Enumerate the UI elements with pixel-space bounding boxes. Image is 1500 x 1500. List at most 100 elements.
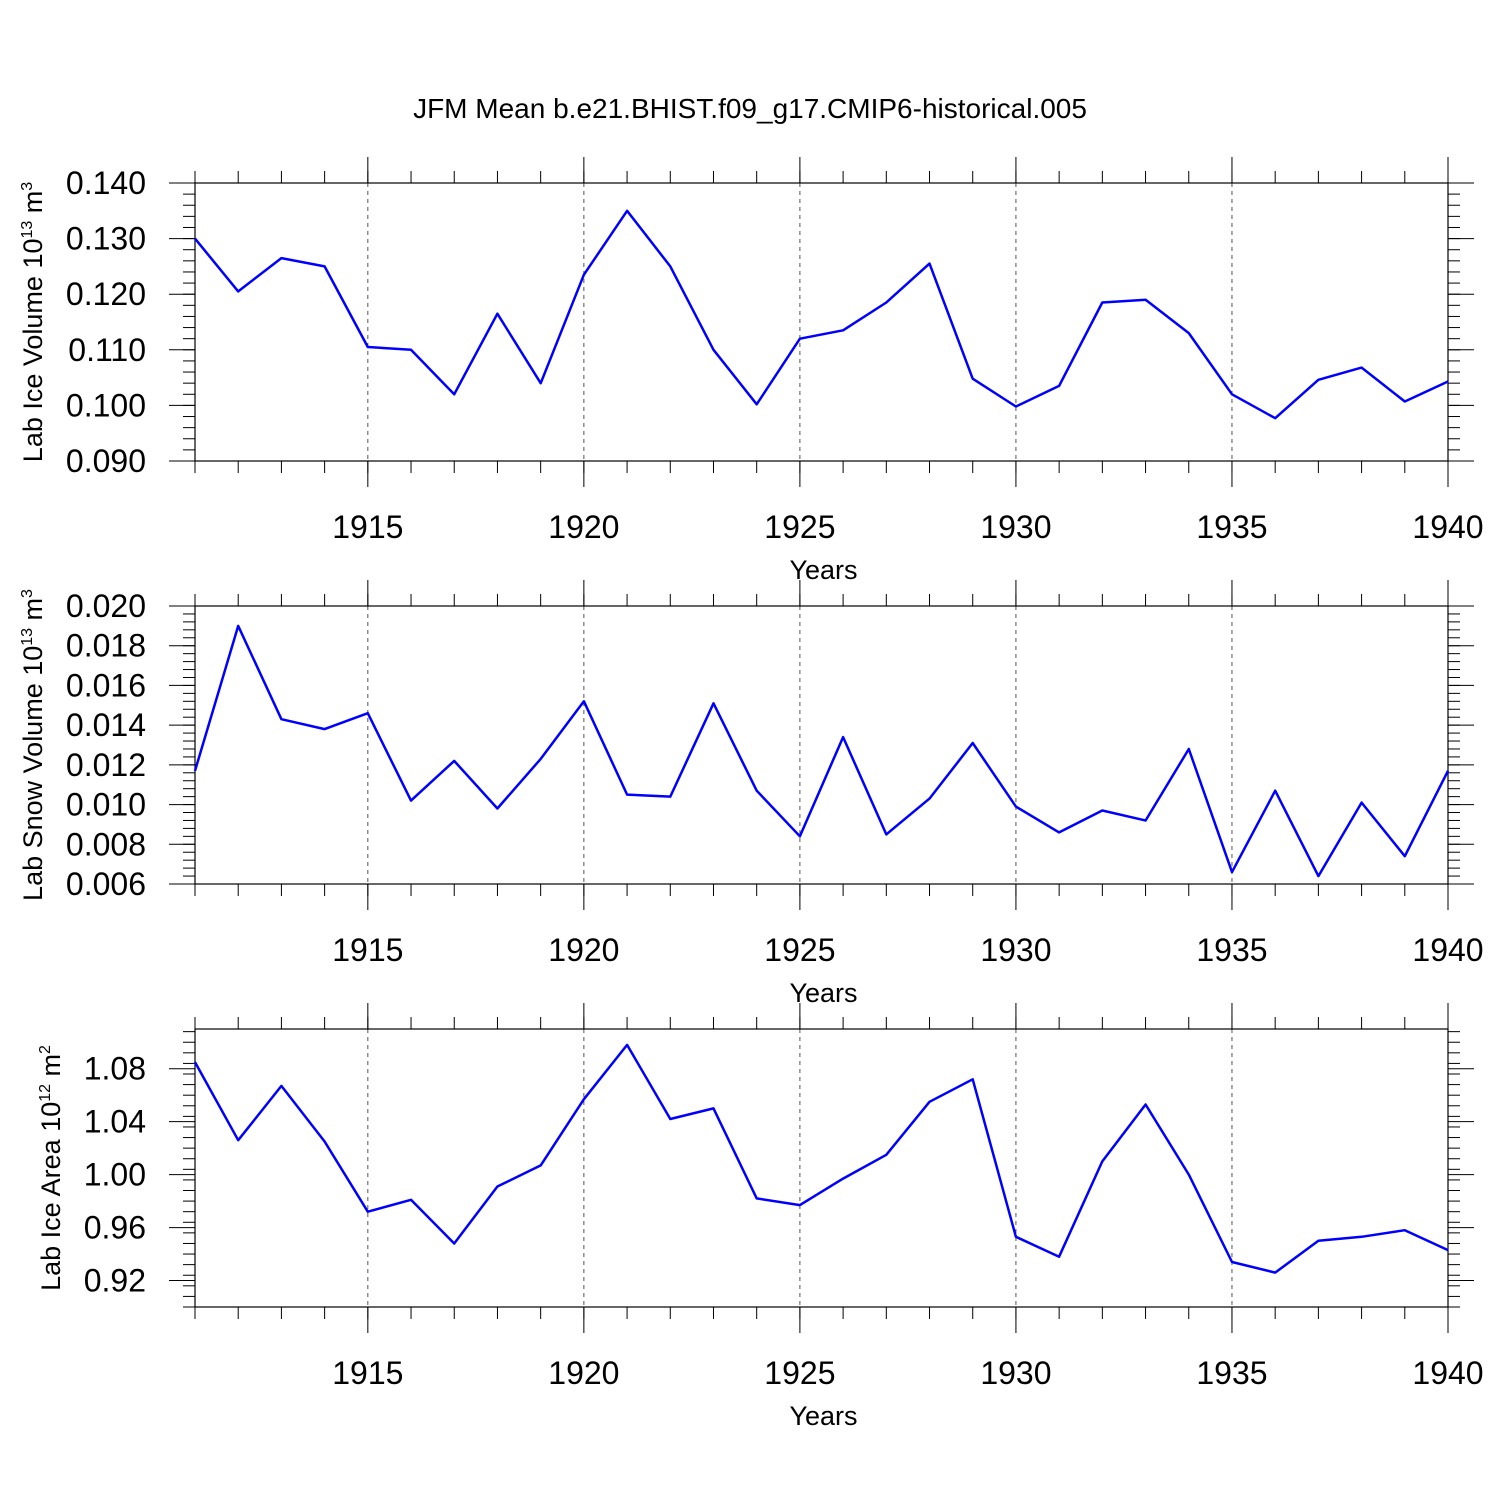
data-point [1317,379,1319,381]
data-point [755,1197,757,1199]
data-point [626,1044,628,1046]
y-tick-label: 1.04 [84,1104,146,1140]
data-point [539,382,541,384]
data-point [842,329,844,331]
page-title: JFM Mean b.e21.BHIST.f09_g17.CMIP6-histo… [413,93,1087,124]
data-point [885,1154,887,1156]
y-axis-label-text: m [18,191,48,221]
x-tick-label: 1935 [1196,1355,1267,1391]
chart-panel-1: 1915 1920 1925 1930 1935 1940 Years 0.090 0.100 0… [18,157,1484,585]
chart-panel-2: 1915 1920 1925 1930 1935 1940Years0.0060.0080… [18,580,1484,1008]
y-tick-label: 0.96 [84,1210,146,1246]
data-point [583,274,585,276]
data-point [1058,385,1060,387]
data-point [280,718,282,720]
data-point [928,262,930,264]
data-point [1144,299,1146,301]
x-tick-label: 1925 [764,932,835,968]
data-point [1015,405,1017,407]
data-point [453,1242,455,1244]
data-point [453,393,455,395]
data-point [1058,831,1060,833]
y-tick-label: 0.140 [66,165,146,201]
y-axis-label-text: Lab Ice Area 10 [36,1102,66,1291]
data-point [1144,1103,1146,1105]
data-point [1274,1271,1276,1273]
data-point [1231,393,1233,395]
data-point [1447,380,1449,382]
y-tick-label: 0.120 [66,276,146,312]
data-point [1447,1249,1449,1251]
panels: 1915 1920 1925 1930 1935 1940 Years 0.090 0.100 0… [18,157,1484,1431]
y-tick-label: 0.110 [68,332,146,368]
data-point [928,797,930,799]
data-point [1231,1261,1233,1263]
data-point [1058,1255,1060,1257]
x-tick-label: 1920 [548,1355,619,1391]
y-axis-label-text: m [36,1054,66,1084]
data-point [799,337,801,339]
data-point [367,1210,369,1212]
data-point [712,1107,714,1109]
data-point [237,625,239,627]
data-point [1404,1229,1406,1231]
y-tick-label: 0.016 [66,667,146,703]
data-point [712,702,714,704]
data-point [237,290,239,292]
data-point [323,265,325,267]
data-point [194,1061,196,1063]
data-point [323,1140,325,1142]
series-line [194,209,1449,420]
y-tick-label: 0.090 [66,443,146,479]
y-tick-label: 0.014 [66,707,146,743]
y-axis-label-text: Lab Snow Volume 10 [18,646,48,901]
y-tick-label: 0.018 [66,628,146,664]
y-axis-label-text: Lab Ice Volume 10 [18,239,48,463]
data-point [1188,332,1190,334]
data-point [712,349,714,351]
data-point [755,403,757,405]
data-point [885,833,887,835]
x-axis-label: Years [789,978,857,1008]
x-tick-label: 1915 [332,509,403,545]
data-point [367,346,369,348]
data-point [1231,871,1233,873]
data-point [194,770,196,772]
data-point [410,1199,412,1201]
x-tick-label: 1930 [980,932,1051,968]
data-point [496,312,498,314]
x-tick-label: 1935 [1196,509,1267,545]
data-point [928,1101,930,1103]
data-point [323,728,325,730]
y-axis-label-superscript: 13 [19,221,36,239]
data-point [583,700,585,702]
data-point [539,758,541,760]
data-point [669,1118,671,1120]
y-axis-label-text: m [18,598,48,628]
y-tick-label: 0.006 [66,866,146,902]
y-tick-label: 0.92 [84,1263,146,1299]
y-tick-label: 1.00 [84,1157,146,1193]
data-point [669,795,671,797]
data-point [799,835,801,837]
y-tick-label: 0.012 [66,747,146,783]
data-point [1101,1160,1103,1162]
data-point [1404,855,1406,857]
data-point [237,1139,239,1141]
data-point [194,237,196,239]
data-point [842,1177,844,1179]
y-tick-label: 0.020 [66,588,146,624]
data-point [972,1078,974,1080]
data-point [1360,1236,1362,1238]
x-tick-label: 1940 [1412,509,1483,545]
x-tick-label: 1925 [764,509,835,545]
data-point [453,760,455,762]
data-point [280,1085,282,1087]
y-axis-label-superscript: 12 [37,1084,54,1102]
x-axis-label: Years [789,1401,857,1431]
y-tick-label: 0.008 [66,826,146,862]
data-point [280,257,282,259]
data-point [626,793,628,795]
data-point [539,1164,541,1166]
